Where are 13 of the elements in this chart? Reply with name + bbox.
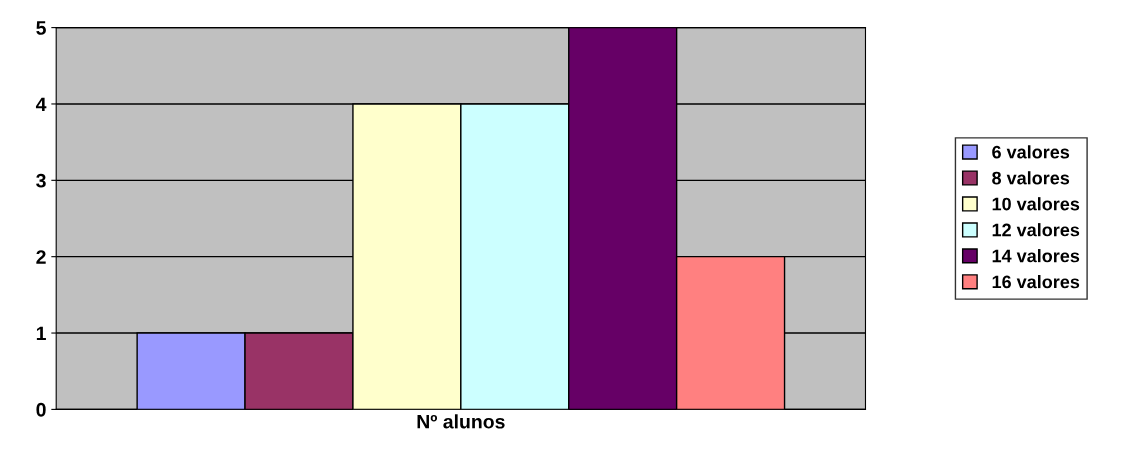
y-tick-label: 2 — [36, 250, 46, 264]
x-tick-label: Nº alunos — [417, 414, 505, 429]
legend-label: 16 valores — [992, 275, 1080, 289]
y-tick-label: 0 — [36, 402, 46, 417]
legend-label: 10 valores — [992, 197, 1080, 211]
y-tick-label: 3 — [36, 173, 46, 188]
y-tick-label: 5 — [36, 21, 46, 35]
y-tick-label: 1 — [36, 326, 46, 341]
legend-label: 8 valores — [992, 171, 1070, 185]
legend-label: 6 valores — [992, 145, 1070, 159]
y-tick-label: 4 — [35, 97, 47, 112]
legend-label: 14 valores — [992, 249, 1080, 263]
legend-label: 12 valores — [992, 223, 1080, 237]
